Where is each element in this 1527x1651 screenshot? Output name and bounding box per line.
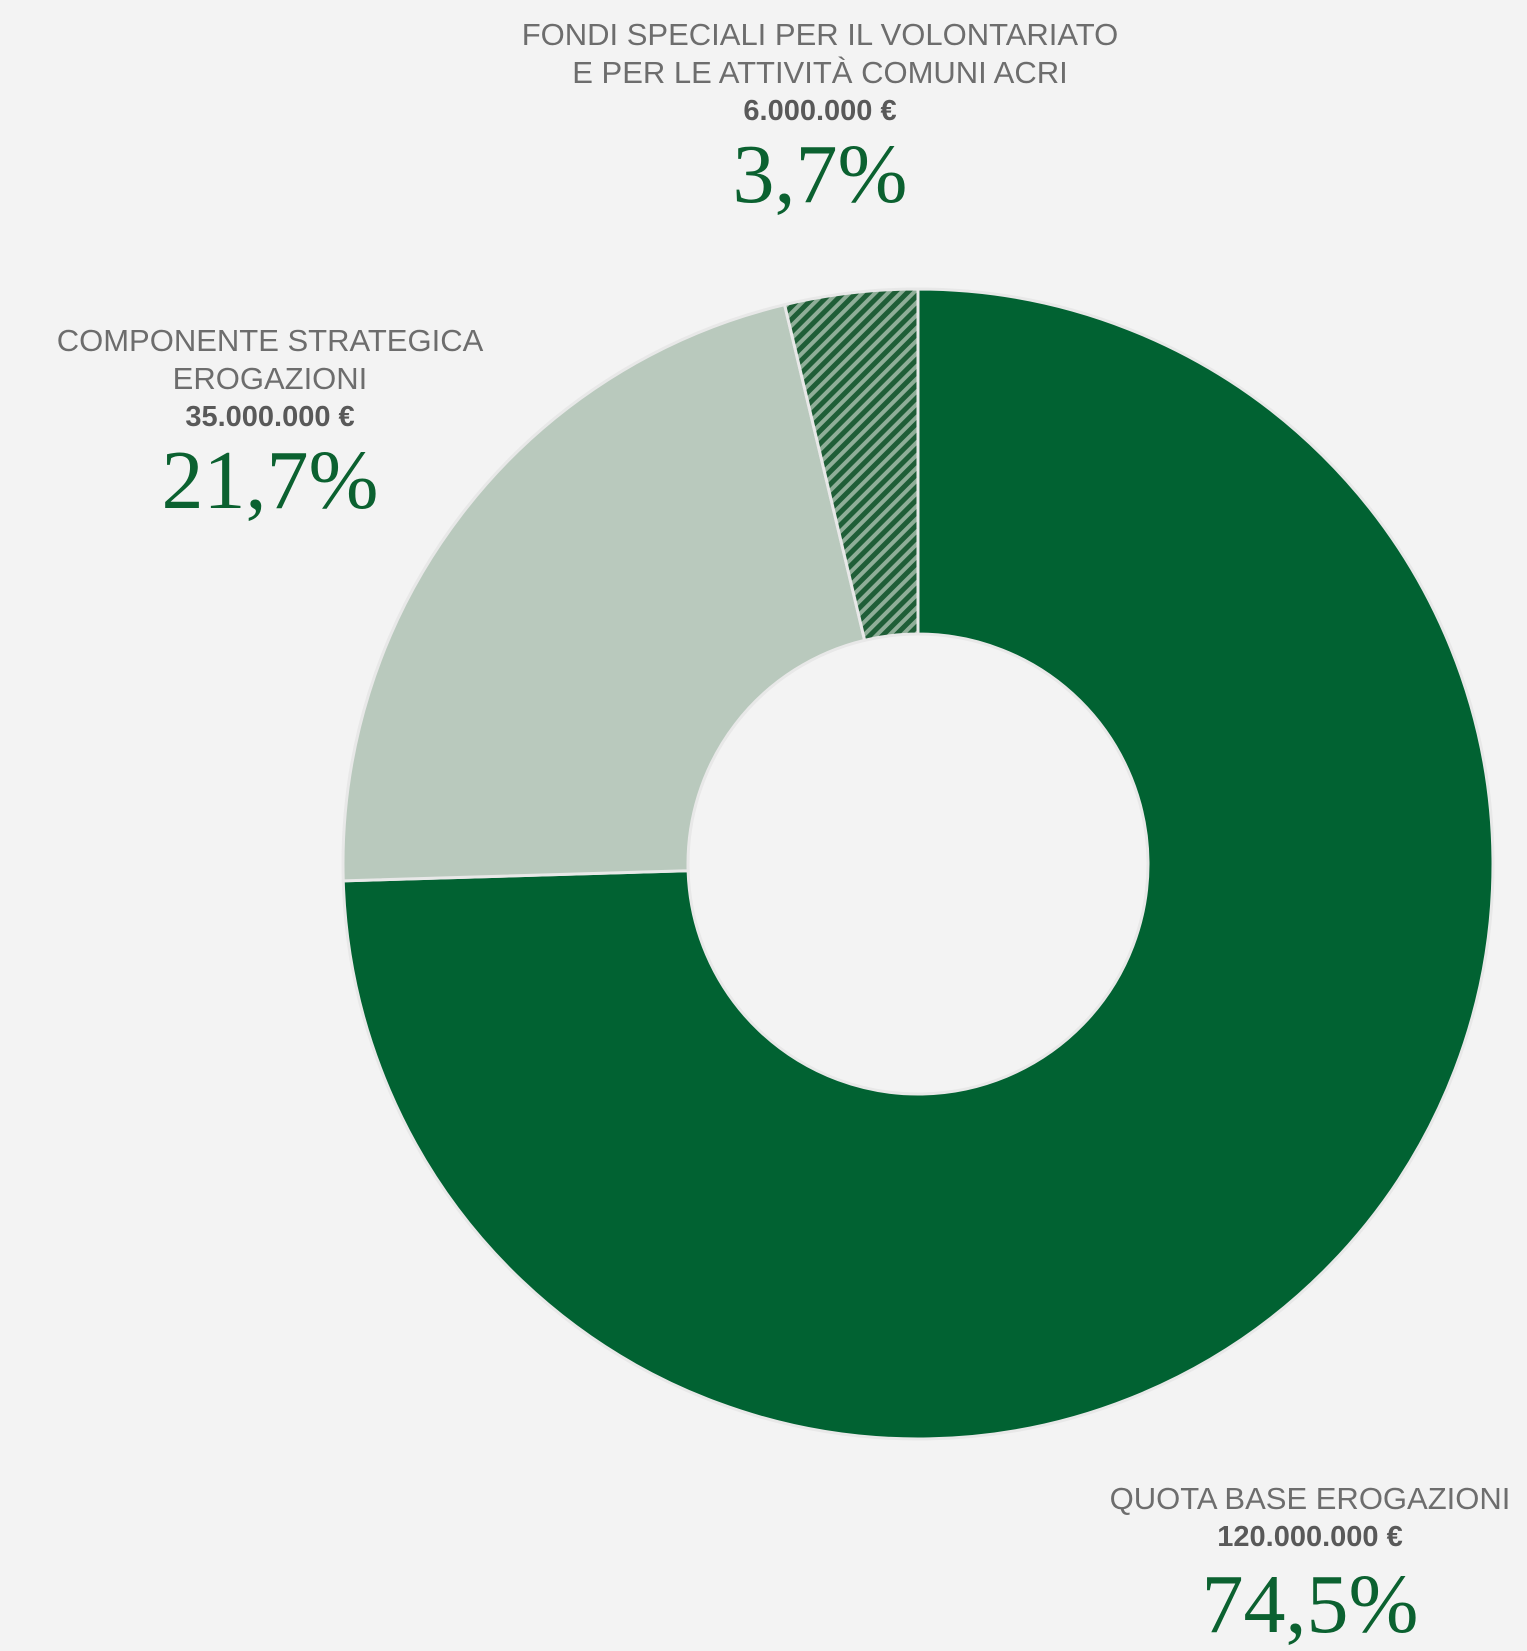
amount-label: 6.000.000 €: [743, 95, 897, 127]
amount-label: 35.000.000 €: [185, 401, 355, 433]
slice-componente-strategica: [341, 302, 867, 883]
slice-fondi-speciali: [782, 287, 920, 643]
category-label-line: QUOTA BASE EROGAZIONI: [1109, 1481, 1511, 1516]
slice-quota-base: [341, 287, 1495, 1441]
amount-label: 120.000.000 €: [1217, 1521, 1403, 1553]
category-label-line: FONDI SPECIALI PER IL VOLONTARIATO: [521, 17, 1119, 52]
percent-label: 3,7%: [732, 128, 908, 221]
category-label-line: EROGAZIONI: [172, 361, 368, 396]
label-quota-base: QUOTA BASE EROGAZIONI 120.000.000 € 74,5…: [1060, 1480, 1527, 1650]
label-componente-strategica: COMPONENTE STRATEGICA EROGAZIONI 35.000.…: [20, 322, 520, 526]
category-label-line: E PER LE ATTIVITÀ COMUNI ACRI: [572, 55, 1068, 90]
category-label-line: COMPONENTE STRATEGICA: [56, 323, 484, 358]
percent-label: 74,5%: [1201, 1558, 1419, 1651]
percent-label: 21,7%: [161, 434, 379, 527]
label-fondi-speciali: FONDI SPECIALI PER IL VOLONTARIATO E PER…: [470, 16, 1170, 220]
